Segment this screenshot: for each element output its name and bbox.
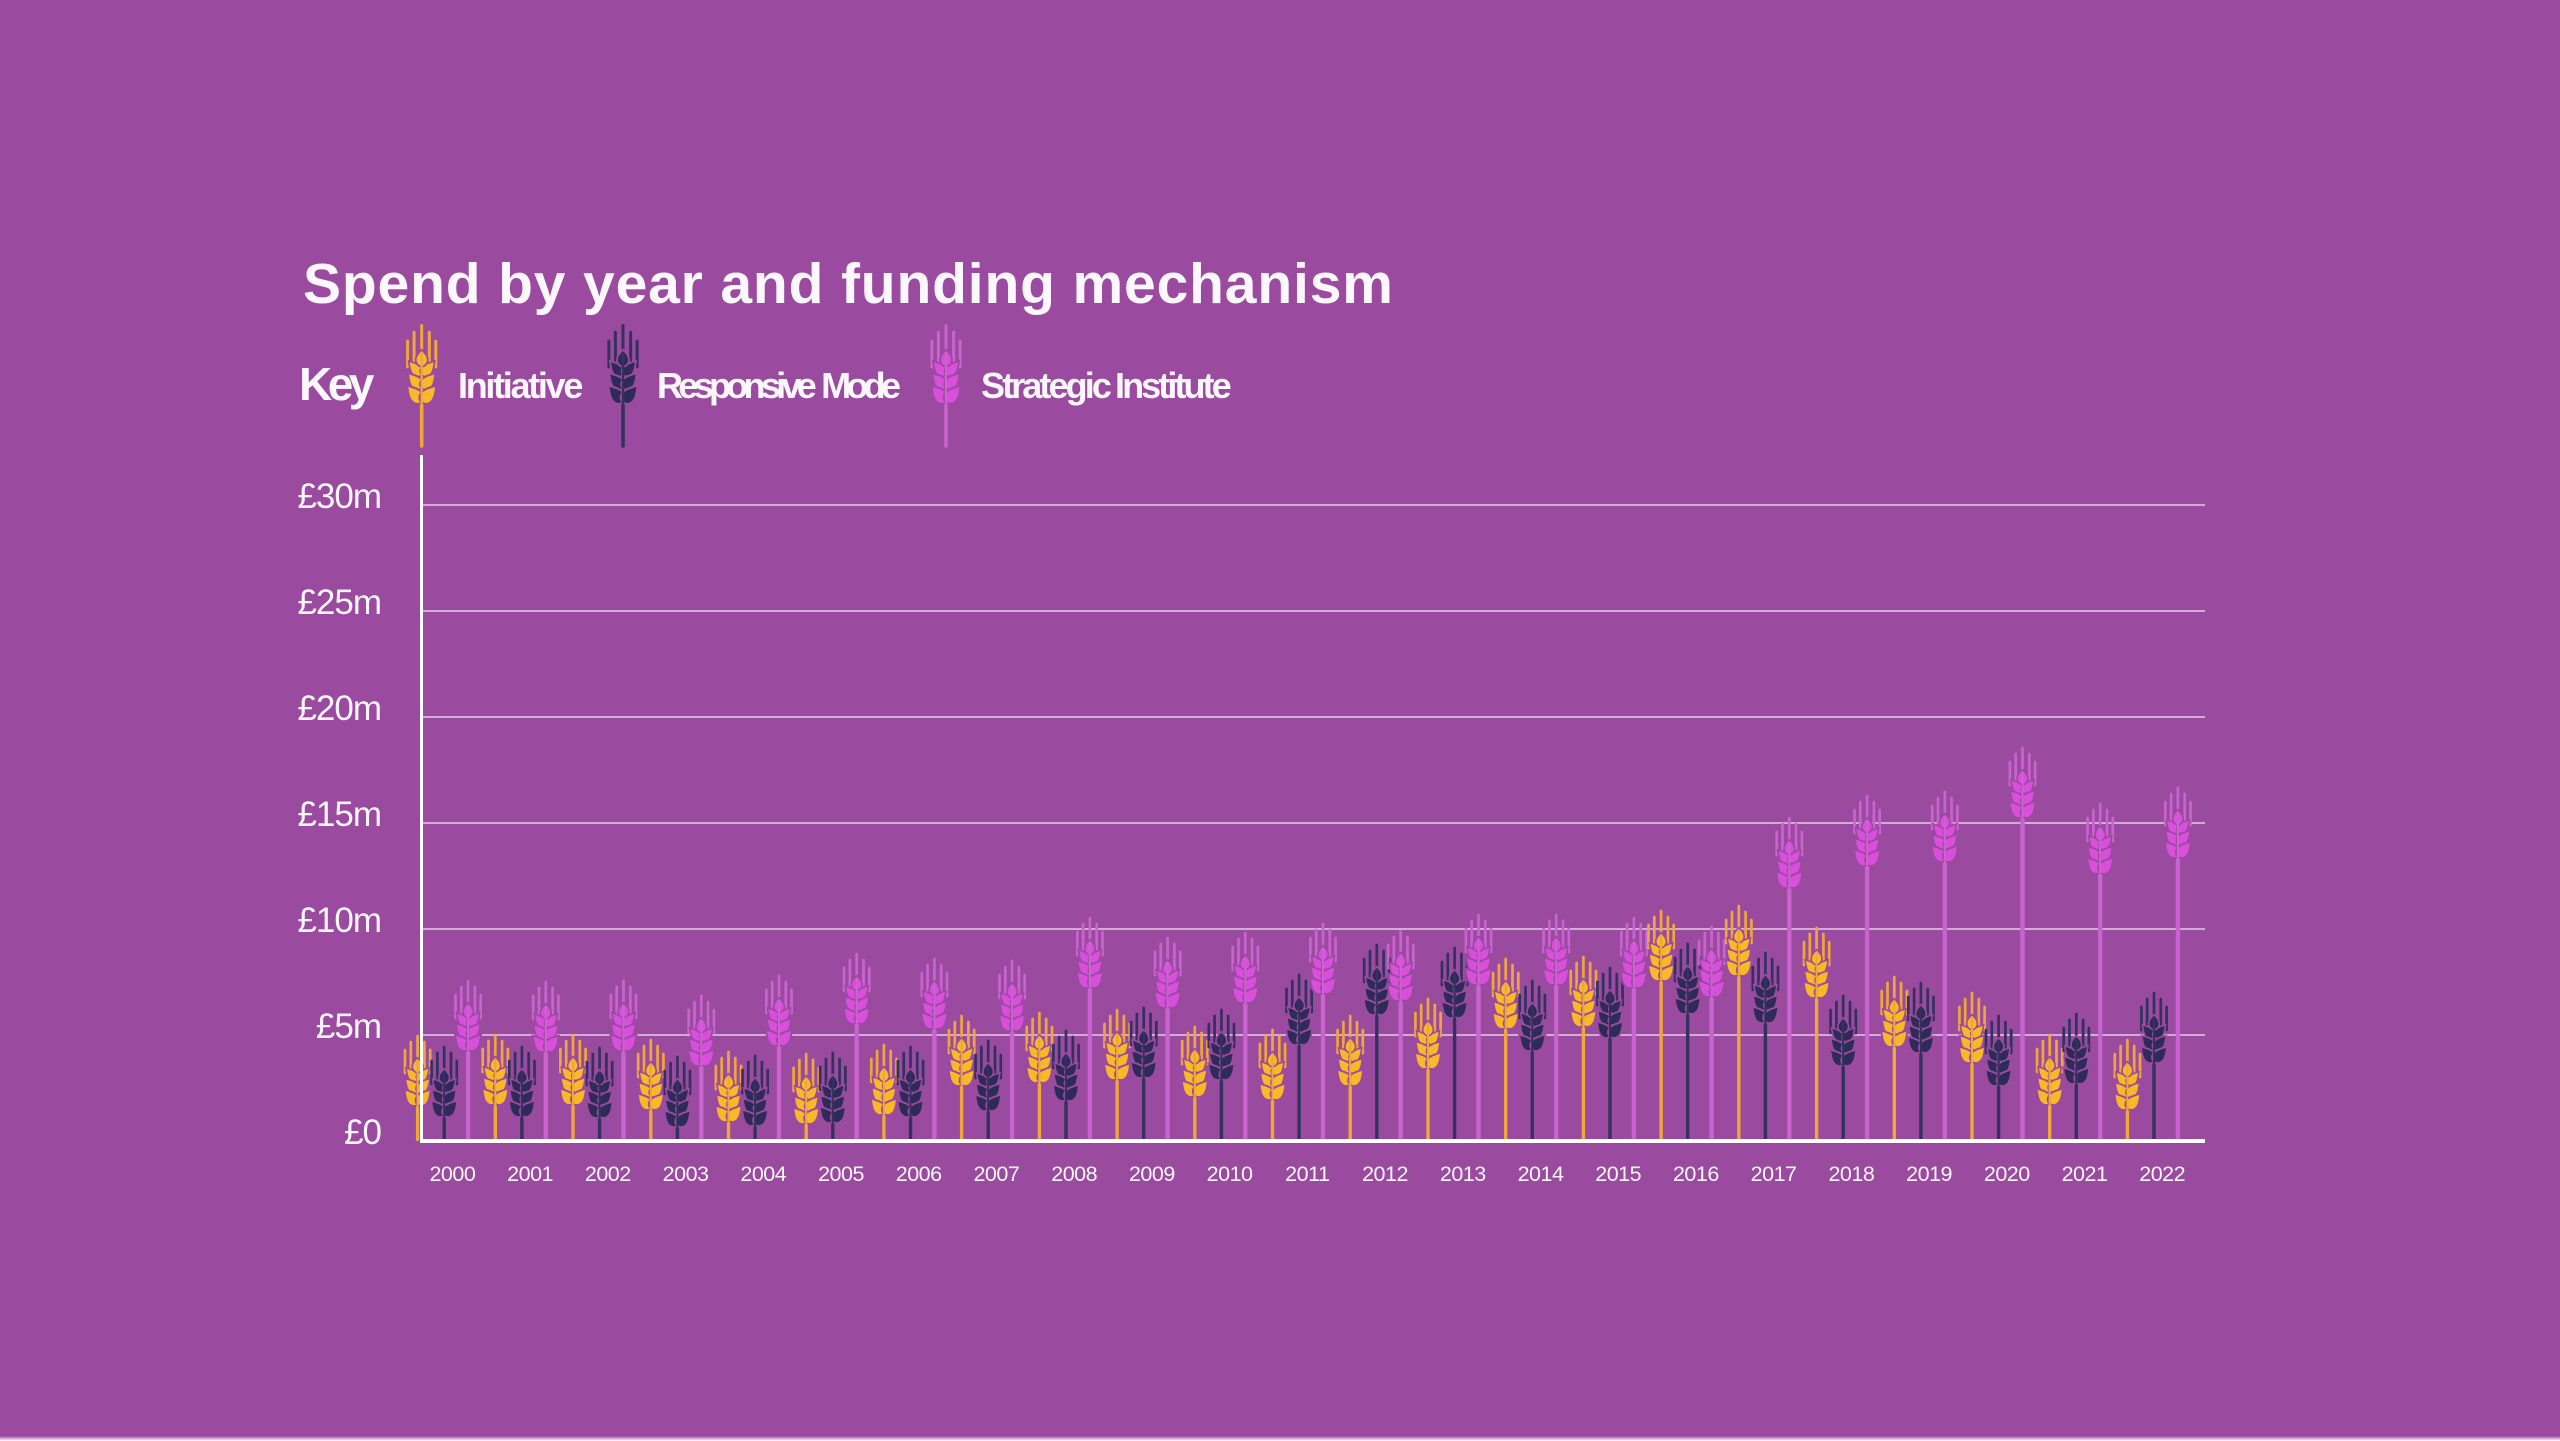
svg-text:2007: 2007 bbox=[973, 1162, 1019, 1186]
svg-text:2019: 2019 bbox=[1906, 1162, 1952, 1186]
svg-text:2005: 2005 bbox=[818, 1162, 864, 1186]
svg-text:£10m: £10m bbox=[297, 901, 381, 940]
svg-text:£15m: £15m bbox=[297, 795, 381, 834]
svg-text:2020: 2020 bbox=[1984, 1162, 2030, 1186]
svg-text:2014: 2014 bbox=[1518, 1162, 1564, 1186]
svg-text:2000: 2000 bbox=[429, 1162, 475, 1186]
svg-text:£20m: £20m bbox=[297, 689, 381, 728]
svg-text:2004: 2004 bbox=[740, 1162, 786, 1186]
svg-text:2016: 2016 bbox=[1673, 1162, 1719, 1186]
svg-text:2009: 2009 bbox=[1129, 1162, 1175, 1186]
svg-text:2001: 2001 bbox=[507, 1162, 553, 1186]
svg-text:£5m: £5m bbox=[316, 1007, 381, 1046]
svg-text:Initiative: Initiative bbox=[458, 365, 582, 406]
svg-text:£0: £0 bbox=[344, 1113, 381, 1152]
svg-text:2017: 2017 bbox=[1751, 1162, 1797, 1186]
svg-text:£25m: £25m bbox=[297, 583, 381, 622]
svg-text:2006: 2006 bbox=[896, 1162, 942, 1186]
svg-text:Key: Key bbox=[299, 358, 375, 410]
svg-text:2022: 2022 bbox=[2139, 1162, 2185, 1186]
svg-text:2008: 2008 bbox=[1051, 1162, 1097, 1186]
svg-text:Spend by year and funding mech: Spend by year and funding mechanism bbox=[303, 252, 1394, 316]
svg-text:2011: 2011 bbox=[1285, 1162, 1329, 1186]
svg-text:2018: 2018 bbox=[1828, 1162, 1874, 1186]
svg-text:2012: 2012 bbox=[1362, 1162, 1408, 1186]
svg-text:£30m: £30m bbox=[297, 477, 381, 516]
svg-text:2021: 2021 bbox=[2062, 1162, 2108, 1186]
svg-text:2015: 2015 bbox=[1595, 1162, 1641, 1186]
svg-text:2010: 2010 bbox=[1207, 1162, 1253, 1186]
svg-text:2002: 2002 bbox=[585, 1162, 631, 1186]
svg-text:2013: 2013 bbox=[1440, 1162, 1486, 1186]
svg-text:2003: 2003 bbox=[663, 1162, 709, 1186]
